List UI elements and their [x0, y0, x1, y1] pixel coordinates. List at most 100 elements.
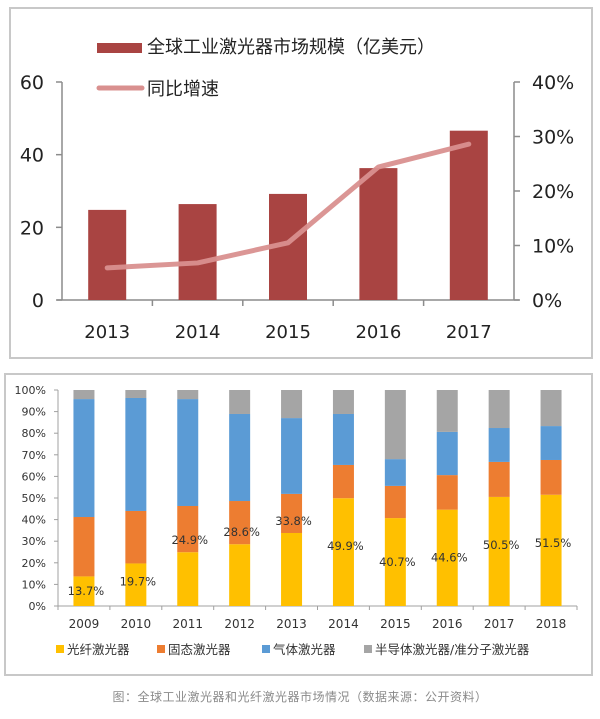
bar-segment-gas-2010 [125, 397, 147, 511]
y-tick-label: 60% [22, 470, 46, 483]
bar-segment-gas-2011 [177, 399, 199, 506]
chart1-bars [88, 130, 488, 300]
bar-segment-gas-2016 [436, 431, 458, 476]
chart2-axes: 0% 10% 20% 30% 40% 50% 60% 70% 80% 90% 100% 2009 201… [15, 384, 578, 631]
bar-segment-gas-2013 [281, 418, 303, 494]
right-tick-label: 30% [532, 127, 574, 149]
x-tick-label: 2009 [69, 617, 100, 631]
data-label-2015: 40.7% [379, 555, 416, 569]
bar-segment-solid-state-2017 [488, 461, 510, 497]
bar-segment-solid-state-2014 [332, 464, 354, 499]
laser-share-chart: 0% 10% 20% 30% 40% 50% 60% 70% 80% 90% 100% 2009 201… [15, 384, 578, 657]
bar-segment-gas-2012 [229, 413, 251, 502]
chart1-growth-line [104, 141, 472, 271]
legend-label-market-size: 全球工业激光器市场规模（亿美元） [147, 37, 435, 58]
bar-segment-fiber-2016 [436, 509, 458, 606]
data-label-2011: 24.9% [171, 533, 208, 547]
data-label-2010: 19.7% [120, 574, 157, 588]
bar-segment-semiconductor-excimer-2013 [281, 390, 303, 419]
chart2-legend: 光纤激光器 固态激光器 气体激光器 半导体激光器/准分子激光器 [56, 642, 530, 657]
bar-market-size-2014 [178, 204, 217, 300]
chart2-data-labels: 13.7% 19.7% 24.9% 28.6% 33.8% 49.9% 40.7% 44.6%… [68, 514, 572, 598]
bar-segment-semiconductor-excimer-2015 [384, 390, 406, 460]
bar-segment-solid-state-2018 [540, 459, 562, 495]
data-label-2013: 33.8% [275, 514, 312, 528]
figure-caption: 图：全球工业激光器和光纤激光器市场情况（数据来源：公开资料） [112, 690, 488, 704]
y-tick-label: 80% [22, 427, 46, 440]
y-tick-label: 50% [22, 492, 46, 505]
bar-market-size-2013 [88, 209, 127, 300]
right-tick-label: 0% [532, 290, 562, 312]
bar-segment-semiconductor-excimer-2018 [540, 390, 562, 427]
bar-segment-fiber-2014 [332, 498, 354, 606]
left-tick-label: 40 [20, 145, 44, 167]
bar-segment-fiber-2015 [384, 518, 406, 606]
y-tick-label: 30% [22, 535, 46, 548]
x-tick-label: 2016 [355, 322, 401, 343]
bar-segment-gas-2014 [332, 413, 354, 465]
y-tick-label: 40% [22, 514, 46, 527]
bar-segment-fiber-2009 [73, 576, 95, 606]
x-tick-label: 2013 [84, 322, 130, 343]
legend-label-3: 半导体激光器/准分子激光器 [375, 642, 530, 657]
bar-segment-fiber-2010 [125, 563, 147, 606]
y-tick-label: 100% [15, 384, 46, 397]
left-tick-label: 20 [20, 217, 44, 239]
left-tick-label: 0 [32, 290, 44, 312]
chart1-axes: 0 20 40 60 0% 10% 20% 30% 40% 2013 2014 2015 2016 201… [20, 72, 574, 343]
bar-segment-fiber-2013 [281, 532, 303, 606]
bar-market-size-2017 [449, 130, 488, 300]
x-tick-label: 2014 [328, 617, 359, 631]
data-label-2017: 50.5% [483, 538, 520, 552]
x-tick-label: 2015 [380, 617, 411, 631]
left-tick-label: 60 [20, 72, 44, 94]
legend-label-growth: 同比增速 [147, 79, 219, 100]
y-tick-label: 70% [22, 449, 46, 462]
bar-segment-gas-2015 [384, 459, 406, 486]
bar-segment-semiconductor-excimer-2014 [332, 390, 354, 414]
bar-segment-semiconductor-excimer-2012 [229, 390, 251, 414]
market-size-chart: 全球工业激光器市场规模（亿美元） 同比增速 0 20 40 60 0% 10% 20% 30%… [20, 37, 574, 343]
bar-segment-solid-state-2016 [436, 475, 458, 510]
bar-segment-semiconductor-excimer-2011 [177, 390, 199, 400]
bar-segment-gas-2018 [540, 426, 562, 460]
bar-market-size-2016 [359, 168, 398, 300]
legend-swatch-bar [97, 43, 142, 53]
x-tick-label: 2013 [276, 617, 307, 631]
y-tick-label: 90% [22, 406, 46, 419]
right-tick-label: 10% [532, 236, 574, 258]
chart1-legend: 全球工业激光器市场规模（亿美元） 同比增速 [96, 37, 435, 100]
y-tick-label: 20% [22, 557, 46, 570]
bar-segment-gas-2017 [488, 428, 510, 462]
right-tick-label: 40% [532, 72, 574, 94]
bar-segment-fiber-2012 [229, 544, 251, 606]
x-tick-label: 2017 [446, 322, 492, 343]
bar-segment-semiconductor-excimer-2010 [125, 390, 147, 398]
x-tick-label: 2017 [484, 617, 515, 631]
legend-swatch-2 [262, 645, 270, 653]
x-tick-label: 2012 [224, 617, 255, 631]
legend-swatch-3 [364, 645, 372, 653]
legend-label-2: 气体激光器 [273, 642, 336, 657]
bar-segment-solid-state-2015 [384, 485, 406, 519]
legend-label-0: 光纤激光器 [67, 642, 130, 657]
x-tick-label: 2016 [432, 617, 463, 631]
x-tick-label: 2015 [265, 322, 311, 343]
data-label-2016: 44.6% [431, 551, 468, 565]
y-tick-label: 10% [22, 578, 46, 591]
y-tick-label: 0% [29, 600, 46, 613]
data-label-2009: 13.7% [68, 584, 105, 598]
legend-swatch-0 [56, 645, 64, 653]
x-tick-label: 2011 [172, 617, 203, 631]
bar-segment-solid-state-2012 [229, 501, 251, 545]
bar-segment-fiber-2017 [488, 496, 510, 606]
bar-segment-solid-state-2011 [177, 505, 199, 553]
bar-segment-fiber-2018 [540, 494, 562, 606]
data-label-2014: 49.9% [327, 539, 364, 553]
data-label-2012: 28.6% [223, 525, 260, 539]
legend-label-1: 固态激光器 [168, 642, 231, 657]
bar-segment-solid-state-2009 [73, 517, 95, 577]
bar-segment-solid-state-2013 [281, 493, 303, 533]
data-label-2018: 51.5% [535, 536, 572, 550]
x-tick-label: 2010 [121, 617, 152, 631]
